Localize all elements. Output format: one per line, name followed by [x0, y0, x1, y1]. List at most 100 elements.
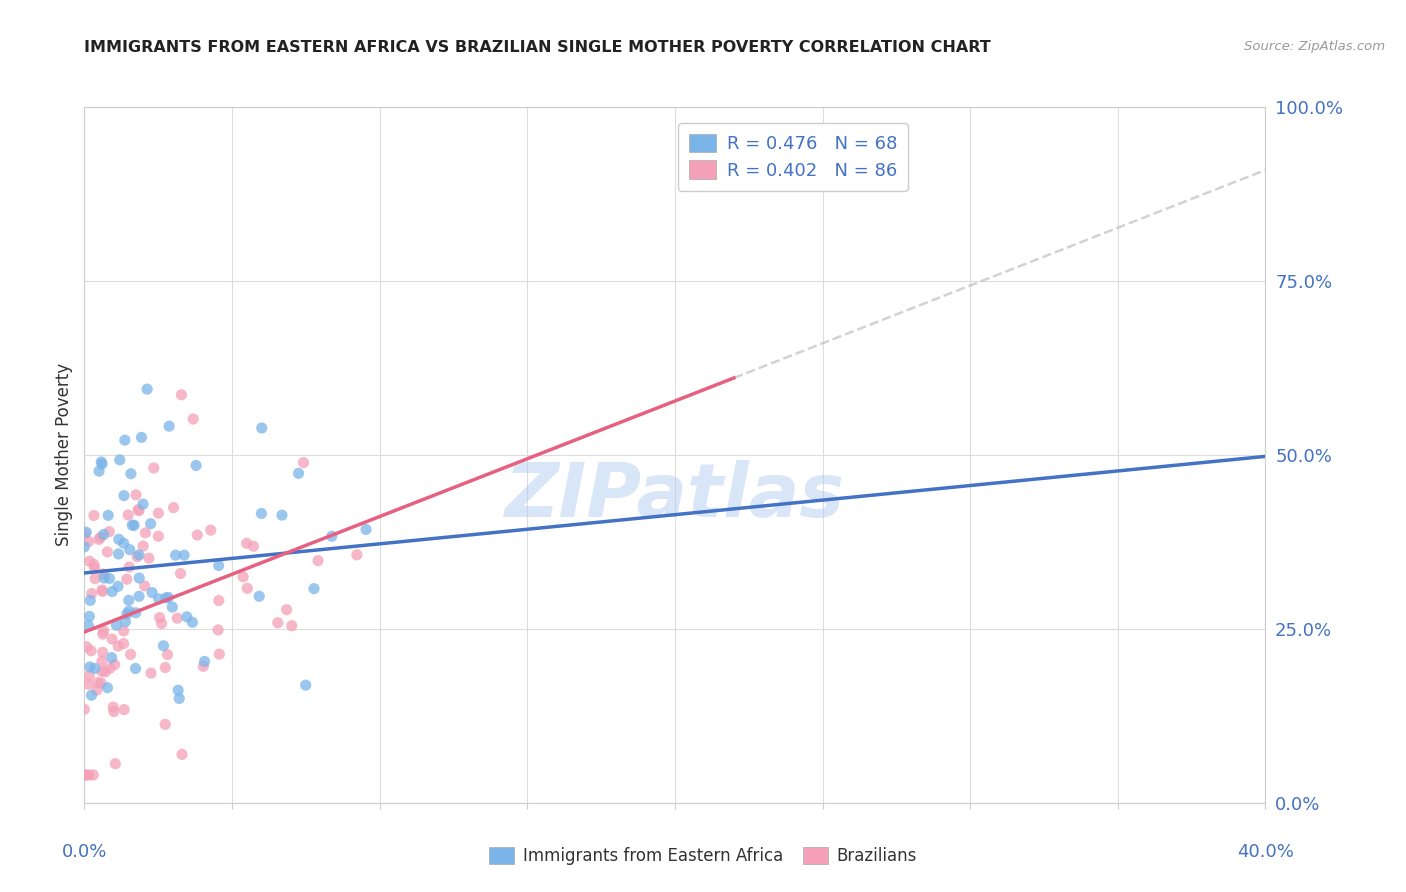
- Point: [77, 534, 100, 549]
- Point: [114, 615, 136, 629]
- Point: [97, 508, 120, 523]
- Point: [271, 508, 294, 523]
- Point: [91, 645, 114, 659]
- Point: [118, 593, 141, 607]
- Point: [235, 536, 257, 550]
- Point: [128, 589, 150, 603]
- Point: [101, 700, 124, 714]
- Point: [90, 654, 112, 668]
- Point: [93, 624, 115, 638]
- Point: [76, 640, 98, 654]
- Point: [155, 717, 177, 731]
- Point: [149, 610, 172, 624]
- Point: [292, 456, 315, 470]
- Point: [207, 623, 229, 637]
- Point: [91, 665, 114, 679]
- Point: [208, 593, 231, 607]
- Point: [107, 547, 129, 561]
- Point: [127, 549, 149, 564]
- Point: [134, 579, 156, 593]
- Point: [86, 683, 108, 698]
- Point: [139, 666, 162, 681]
- Point: [152, 639, 174, 653]
- Point: [108, 453, 131, 467]
- Point: [73, 768, 96, 782]
- Point: [121, 518, 143, 533]
- Point: [148, 506, 170, 520]
- Point: [321, 529, 343, 543]
- Point: [107, 579, 129, 593]
- Point: [139, 516, 162, 531]
- Point: [73, 702, 96, 716]
- Point: [176, 610, 198, 624]
- Point: [134, 525, 156, 540]
- Point: [166, 611, 188, 625]
- Point: [73, 540, 96, 554]
- Point: [294, 678, 316, 692]
- Point: [91, 457, 114, 471]
- Point: [184, 458, 207, 473]
- Point: [77, 669, 100, 683]
- Point: [112, 489, 135, 503]
- Point: [162, 600, 184, 615]
- Point: [148, 591, 170, 606]
- Point: [247, 589, 270, 603]
- Point: [112, 637, 135, 651]
- Point: [181, 615, 204, 630]
- Point: [87, 675, 110, 690]
- Point: [167, 683, 190, 698]
- Point: [167, 691, 190, 706]
- Point: [120, 467, 142, 481]
- Point: [107, 639, 129, 653]
- Point: [93, 527, 115, 541]
- Point: [77, 618, 100, 632]
- Text: IMMIGRANTS FROM EASTERN AFRICA VS BRAZILIAN SINGLE MOTHER POVERTY CORRELATION CH: IMMIGRANTS FROM EASTERN AFRICA VS BRAZIL…: [84, 40, 991, 55]
- Text: 40.0%: 40.0%: [1237, 843, 1294, 861]
- Point: [200, 523, 222, 537]
- Point: [79, 593, 101, 607]
- Point: [236, 582, 259, 596]
- Point: [114, 433, 136, 447]
- Point: [124, 661, 146, 675]
- Point: [91, 582, 114, 597]
- Point: [117, 508, 139, 522]
- Y-axis label: Single Mother Poverty: Single Mother Poverty: [55, 363, 73, 547]
- Point: [280, 618, 302, 632]
- Legend: R = 0.476   N = 68, R = 0.402   N = 86: R = 0.476 N = 68, R = 0.402 N = 86: [678, 123, 908, 191]
- Point: [165, 548, 187, 562]
- Point: [79, 660, 101, 674]
- Point: [186, 528, 208, 542]
- Point: [80, 688, 103, 702]
- Point: [73, 527, 96, 541]
- Point: [170, 747, 193, 762]
- Point: [112, 624, 135, 638]
- Point: [122, 518, 145, 533]
- Point: [83, 508, 105, 523]
- Point: [96, 545, 118, 559]
- Point: [150, 616, 173, 631]
- Point: [132, 539, 155, 553]
- Point: [346, 548, 368, 562]
- Point: [80, 586, 103, 600]
- Point: [87, 533, 110, 547]
- Point: [98, 572, 121, 586]
- Point: [77, 768, 100, 782]
- Point: [105, 618, 128, 632]
- Point: [112, 536, 135, 550]
- Point: [302, 582, 325, 596]
- Point: [90, 676, 112, 690]
- Point: [128, 503, 150, 517]
- Point: [104, 756, 127, 771]
- Point: [250, 507, 273, 521]
- Point: [94, 665, 117, 679]
- Point: [87, 464, 110, 478]
- Point: [79, 609, 101, 624]
- Point: [84, 661, 107, 675]
- Point: [75, 525, 97, 540]
- Point: [157, 591, 180, 605]
- Point: [148, 529, 170, 543]
- Point: [287, 467, 309, 481]
- Point: [103, 705, 125, 719]
- Point: [173, 548, 195, 562]
- Point: [101, 584, 124, 599]
